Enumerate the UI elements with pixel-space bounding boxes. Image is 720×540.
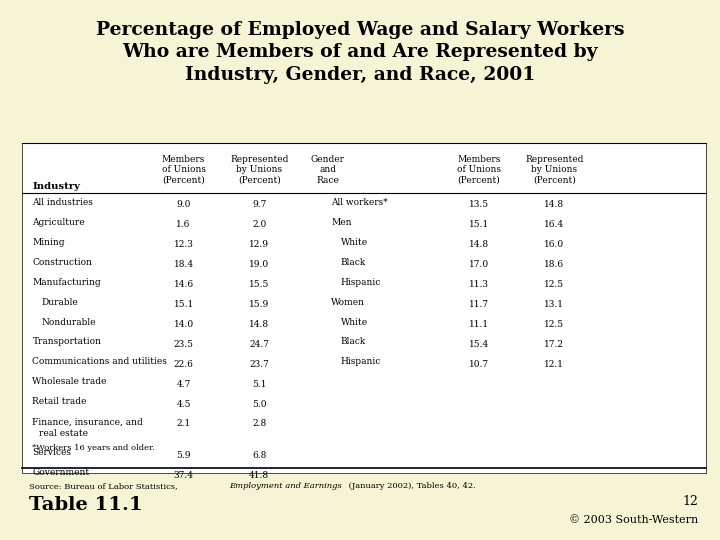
Text: 17.2: 17.2 bbox=[544, 340, 564, 349]
Text: 12.3: 12.3 bbox=[174, 240, 194, 249]
Text: Transportation: Transportation bbox=[32, 338, 102, 347]
Text: Black: Black bbox=[341, 258, 366, 267]
Text: 2.8: 2.8 bbox=[252, 418, 266, 428]
Text: Employment and Earnings: Employment and Earnings bbox=[229, 482, 342, 490]
Text: 23.5: 23.5 bbox=[174, 340, 194, 349]
Text: 15.9: 15.9 bbox=[249, 300, 269, 309]
Text: *Workers 16 years and older.: *Workers 16 years and older. bbox=[32, 444, 155, 452]
Text: Agriculture: Agriculture bbox=[32, 218, 85, 227]
Text: 15.5: 15.5 bbox=[249, 280, 269, 289]
Text: 12: 12 bbox=[683, 495, 698, 508]
Text: (January 2002), Tables 40, 42.: (January 2002), Tables 40, 42. bbox=[346, 482, 475, 490]
Text: Finance, insurance, and: Finance, insurance, and bbox=[32, 417, 143, 427]
Text: 11.1: 11.1 bbox=[469, 320, 489, 329]
Text: 14.0: 14.0 bbox=[174, 320, 194, 329]
Text: © 2003 South-Western: © 2003 South-Western bbox=[569, 515, 698, 525]
Text: Represented
by Unions
(Percent): Represented by Unions (Percent) bbox=[230, 155, 289, 185]
Text: Members
of Unions
(Percent): Members of Unions (Percent) bbox=[161, 155, 206, 185]
Text: 5.1: 5.1 bbox=[252, 380, 266, 389]
Text: 5.9: 5.9 bbox=[176, 451, 191, 460]
Text: 14.8: 14.8 bbox=[249, 320, 269, 329]
Text: White: White bbox=[341, 318, 368, 327]
Text: All industries: All industries bbox=[32, 198, 94, 207]
Text: 14.8: 14.8 bbox=[544, 200, 564, 209]
Text: 13.5: 13.5 bbox=[469, 200, 489, 209]
Text: Construction: Construction bbox=[32, 258, 92, 267]
Text: 2.1: 2.1 bbox=[176, 418, 191, 428]
Text: Women: Women bbox=[331, 298, 365, 307]
Text: Black: Black bbox=[341, 338, 366, 347]
Text: White: White bbox=[341, 238, 368, 247]
Text: 24.7: 24.7 bbox=[249, 340, 269, 349]
Text: 11.7: 11.7 bbox=[469, 300, 489, 309]
Text: Represented
by Unions
(Percent): Represented by Unions (Percent) bbox=[525, 155, 584, 185]
Text: 2.0: 2.0 bbox=[252, 220, 266, 229]
Text: Hispanic: Hispanic bbox=[341, 278, 381, 287]
Text: real estate: real estate bbox=[39, 429, 88, 438]
Text: Gender
and
Race: Gender and Race bbox=[310, 155, 345, 185]
Text: 22.6: 22.6 bbox=[174, 360, 194, 369]
Text: Men: Men bbox=[331, 218, 351, 227]
Text: 9.0: 9.0 bbox=[176, 200, 191, 209]
Text: 12.1: 12.1 bbox=[544, 360, 564, 369]
Text: Table 11.1: Table 11.1 bbox=[29, 496, 143, 514]
Text: Nondurable: Nondurable bbox=[42, 318, 96, 327]
Text: Mining: Mining bbox=[32, 238, 65, 247]
Text: 41.8: 41.8 bbox=[249, 471, 269, 480]
Text: Government: Government bbox=[32, 468, 89, 477]
Text: 37.4: 37.4 bbox=[174, 471, 194, 480]
FancyBboxPatch shape bbox=[22, 143, 706, 472]
Text: 14.6: 14.6 bbox=[174, 280, 194, 289]
Text: 15.4: 15.4 bbox=[469, 340, 489, 349]
Text: 18.6: 18.6 bbox=[544, 260, 564, 269]
Text: 10.7: 10.7 bbox=[469, 360, 489, 369]
Text: 9.7: 9.7 bbox=[252, 200, 266, 209]
Text: 19.0: 19.0 bbox=[249, 260, 269, 269]
Text: Percentage of Employed Wage and Salary Workers
Who are Members of and Are Repres: Percentage of Employed Wage and Salary W… bbox=[96, 21, 624, 84]
Text: Industry: Industry bbox=[32, 181, 80, 191]
Text: Communications and utilities: Communications and utilities bbox=[32, 357, 167, 367]
Text: Durable: Durable bbox=[42, 298, 78, 307]
Text: 14.8: 14.8 bbox=[469, 240, 489, 249]
Text: Wholesale trade: Wholesale trade bbox=[32, 377, 107, 387]
Text: 17.0: 17.0 bbox=[469, 260, 489, 269]
Text: 12.9: 12.9 bbox=[249, 240, 269, 249]
Text: 23.7: 23.7 bbox=[249, 360, 269, 369]
Text: 11.3: 11.3 bbox=[469, 280, 489, 289]
Text: Source: Bureau of Labor Statistics,: Source: Bureau of Labor Statistics, bbox=[29, 482, 180, 490]
Text: 12.5: 12.5 bbox=[544, 280, 564, 289]
Text: 1.6: 1.6 bbox=[176, 220, 191, 229]
Text: 13.1: 13.1 bbox=[544, 300, 564, 309]
Text: 4.7: 4.7 bbox=[176, 380, 191, 389]
Text: Retail trade: Retail trade bbox=[32, 397, 87, 407]
Text: Hispanic: Hispanic bbox=[341, 357, 381, 367]
Text: 12.5: 12.5 bbox=[544, 320, 564, 329]
Text: 6.8: 6.8 bbox=[252, 451, 266, 460]
Text: 16.4: 16.4 bbox=[544, 220, 564, 229]
Text: 16.0: 16.0 bbox=[544, 240, 564, 249]
Text: All workers*: All workers* bbox=[331, 198, 388, 207]
Text: 15.1: 15.1 bbox=[174, 300, 194, 309]
Text: 4.5: 4.5 bbox=[176, 400, 191, 409]
Text: Members
of Unions
(Percent): Members of Unions (Percent) bbox=[456, 155, 501, 185]
Text: 15.1: 15.1 bbox=[469, 220, 489, 229]
Text: Manufacturing: Manufacturing bbox=[32, 278, 101, 287]
Text: Services: Services bbox=[32, 448, 71, 457]
Text: 18.4: 18.4 bbox=[174, 260, 194, 269]
Text: 5.0: 5.0 bbox=[252, 400, 266, 409]
